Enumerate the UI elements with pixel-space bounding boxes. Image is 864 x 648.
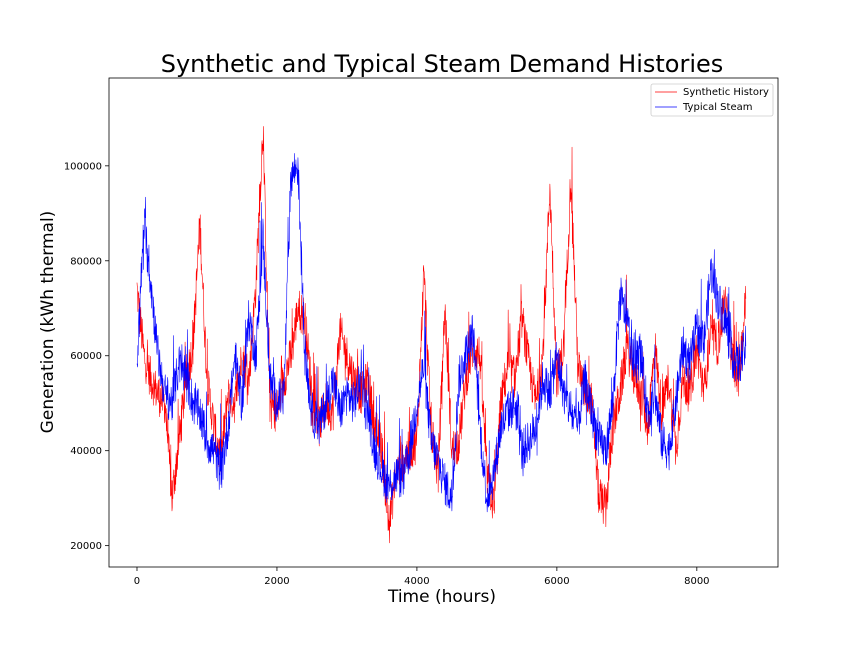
x-tick-label: 8000 [684, 576, 709, 587]
x-tick-label: 6000 [544, 576, 569, 587]
legend-label-synthetic-history: Synthetic History [683, 87, 769, 98]
series-line-typical-steam [136, 153, 747, 513]
y-tick-label: 20000 [70, 541, 102, 552]
x-axis: 0 2000 4000 6000 8000 [134, 567, 710, 587]
y-axis: 20000 40000 60000 80000 100000 [64, 161, 109, 552]
chart-title: Synthetic and Typical Steam Demand Histo… [161, 50, 724, 78]
legend: Synthetic History Typical Steam [650, 83, 774, 117]
y-tick-label: 40000 [70, 446, 102, 457]
x-tick-label: 0 [134, 576, 140, 587]
series-layer [136, 126, 747, 544]
y-tick-label: 80000 [70, 256, 102, 267]
x-tick-label: 2000 [264, 576, 289, 587]
legend-label-typical-steam: Typical Steam [682, 102, 752, 113]
y-tick-label: 60000 [70, 351, 102, 362]
x-tick-label: 4000 [404, 576, 429, 587]
plot-frame [108, 77, 779, 568]
y-axis-title: Generation (kWh thermal) [38, 211, 58, 434]
legend-box [650, 83, 774, 117]
x-axis-title: Time (hours) [387, 587, 496, 607]
y-tick-label: 100000 [64, 161, 102, 172]
